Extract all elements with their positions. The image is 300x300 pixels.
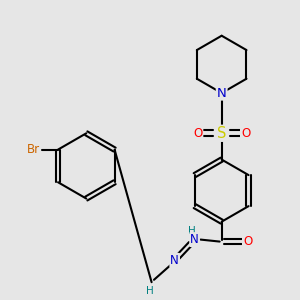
- Text: S: S: [217, 126, 226, 141]
- Text: H: H: [188, 226, 195, 236]
- Text: O: O: [193, 127, 203, 140]
- Text: N: N: [217, 87, 226, 100]
- Text: N: N: [190, 233, 199, 246]
- Text: N: N: [170, 254, 179, 267]
- Text: Br: Br: [26, 143, 40, 156]
- Text: O: O: [243, 235, 252, 248]
- Text: O: O: [241, 127, 250, 140]
- Text: H: H: [146, 286, 154, 296]
